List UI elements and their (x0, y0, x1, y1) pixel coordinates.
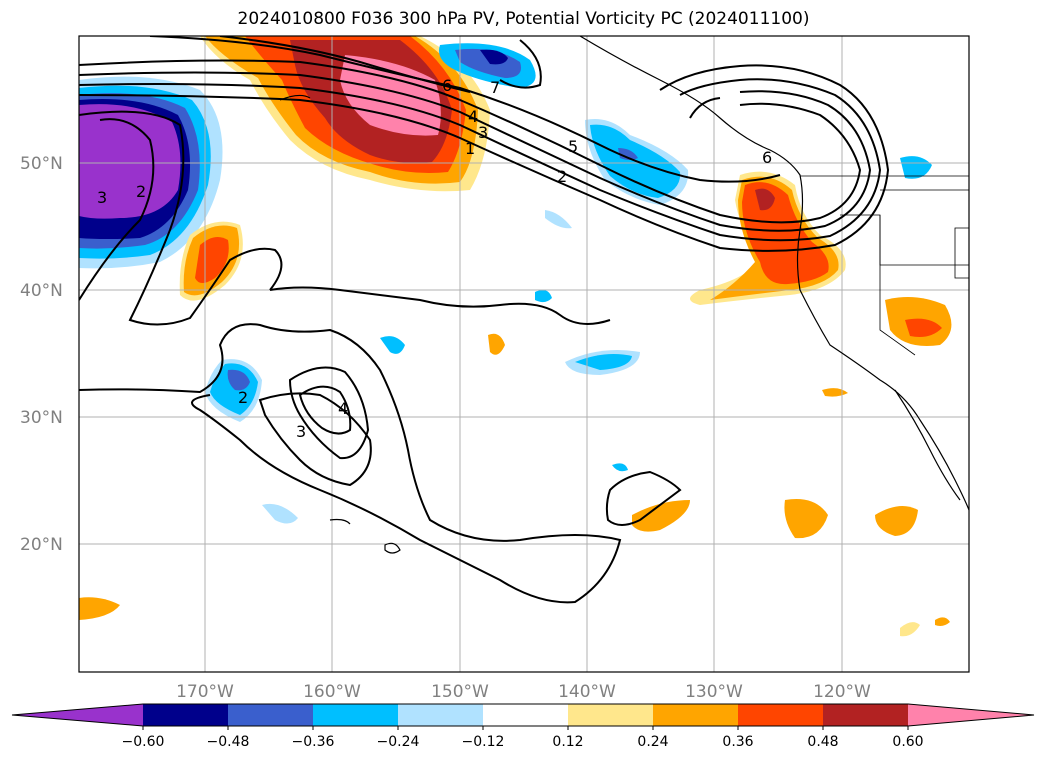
colorbar-segment (228, 704, 313, 726)
colorbar-tick-label: 0.36 (722, 734, 753, 750)
lat-label: 20°N (20, 535, 63, 555)
lon-label: 150°W (431, 682, 489, 702)
positive-anomaly-170w (179, 221, 243, 301)
small-positive-blob (784, 499, 828, 539)
lon-label: 170°W (176, 682, 234, 702)
svg-text:3: 3 (296, 422, 306, 441)
svg-text:2: 2 (136, 182, 146, 201)
svg-text:1: 1 (465, 139, 475, 158)
lon-label: 160°W (303, 682, 361, 702)
svg-text:2: 2 (557, 167, 567, 186)
colorbar-tick-label: 0.12 (552, 734, 583, 750)
gridlines (79, 36, 969, 672)
colorbar-segment (653, 704, 738, 726)
colorbar-tick-label: −0.36 (292, 734, 335, 750)
colorbar-segment (398, 704, 483, 726)
small-positive-blob (822, 388, 848, 397)
negative-anomaly-subtropical (205, 359, 262, 422)
lon-label: 130°W (685, 682, 743, 702)
colorbar-segment (143, 704, 228, 726)
small-positive-blob (900, 622, 920, 637)
colorbar-segment (738, 704, 823, 726)
small-negative-blob (535, 290, 552, 303)
lon-label: 140°W (558, 682, 616, 702)
svg-text:7: 7 (490, 78, 500, 97)
longitude-labels: 170°W 160°W 150°W 140°W 130°W 120°W (176, 682, 871, 702)
colorbar-extend-min (12, 704, 143, 726)
lat-label: 30°N (20, 408, 63, 428)
svg-text:2: 2 (238, 388, 248, 407)
map-frame (78, 35, 970, 673)
svg-text:5: 5 (568, 137, 578, 156)
colorbar-tick-label: −0.60 (122, 734, 165, 750)
lat-label: 40°N (20, 281, 63, 301)
negative-anomaly-north (439, 43, 536, 88)
colorbar-tick-label: −0.12 (462, 734, 505, 750)
svg-text:4: 4 (468, 107, 478, 126)
svg-text:4: 4 (338, 399, 348, 418)
small-positive-blob (905, 318, 942, 337)
colorbar-segment (568, 704, 653, 726)
colorbar-segment (823, 704, 908, 726)
small-positive-blob (488, 333, 505, 355)
colorbar-segment (313, 704, 398, 726)
map-area: 1 2 3 4 5 6 7 2 3 2 3 4 6 (79, 36, 969, 672)
coastlines (279, 36, 969, 554)
lon-label: 120°W (813, 682, 871, 702)
svg-text:3: 3 (97, 188, 107, 207)
small-negative-blob (575, 354, 632, 370)
colorbar-tick-label: 0.60 (892, 734, 923, 750)
map-title: 2024010800 F036 300 hPa PV, Potential Vo… (237, 9, 810, 29)
small-negative-blob (545, 210, 572, 229)
colorbar-tick-label: 0.24 (637, 734, 668, 750)
small-positive-blob (632, 500, 690, 532)
contour-labels: 1 2 3 4 5 6 7 2 3 2 3 4 6 (97, 76, 772, 441)
negative-anomaly-west (79, 76, 223, 269)
colorbar-segment (483, 704, 568, 726)
latitude-labels: 50°N 40°N 30°N 20°N (20, 154, 63, 555)
pv-contours (79, 36, 890, 604)
small-negative-blob (380, 336, 405, 354)
colorbar-extend-max (908, 704, 1034, 726)
small-positive-blob (79, 597, 120, 620)
small-positive-blob (875, 506, 918, 536)
colorbar-tick-label: 0.48 (807, 734, 838, 750)
svg-text:3: 3 (478, 123, 488, 142)
small-positive-blob (935, 617, 950, 626)
colorbar-tick-label: −0.48 (207, 734, 250, 750)
colorbar: −0.60 −0.48 −0.36 −0.24 −0.12 0.12 0.24 0.36 0.4… (11, 703, 1035, 750)
small-negative-blob (262, 503, 298, 524)
svg-text:6: 6 (442, 76, 452, 95)
svg-text:6: 6 (762, 148, 772, 167)
positive-anomaly-coast (690, 171, 846, 305)
small-negative-blob (612, 463, 628, 472)
lat-label: 50°N (20, 154, 63, 174)
small-negative-blob (900, 156, 932, 179)
colorbar-tick-label: −0.24 (377, 734, 420, 750)
